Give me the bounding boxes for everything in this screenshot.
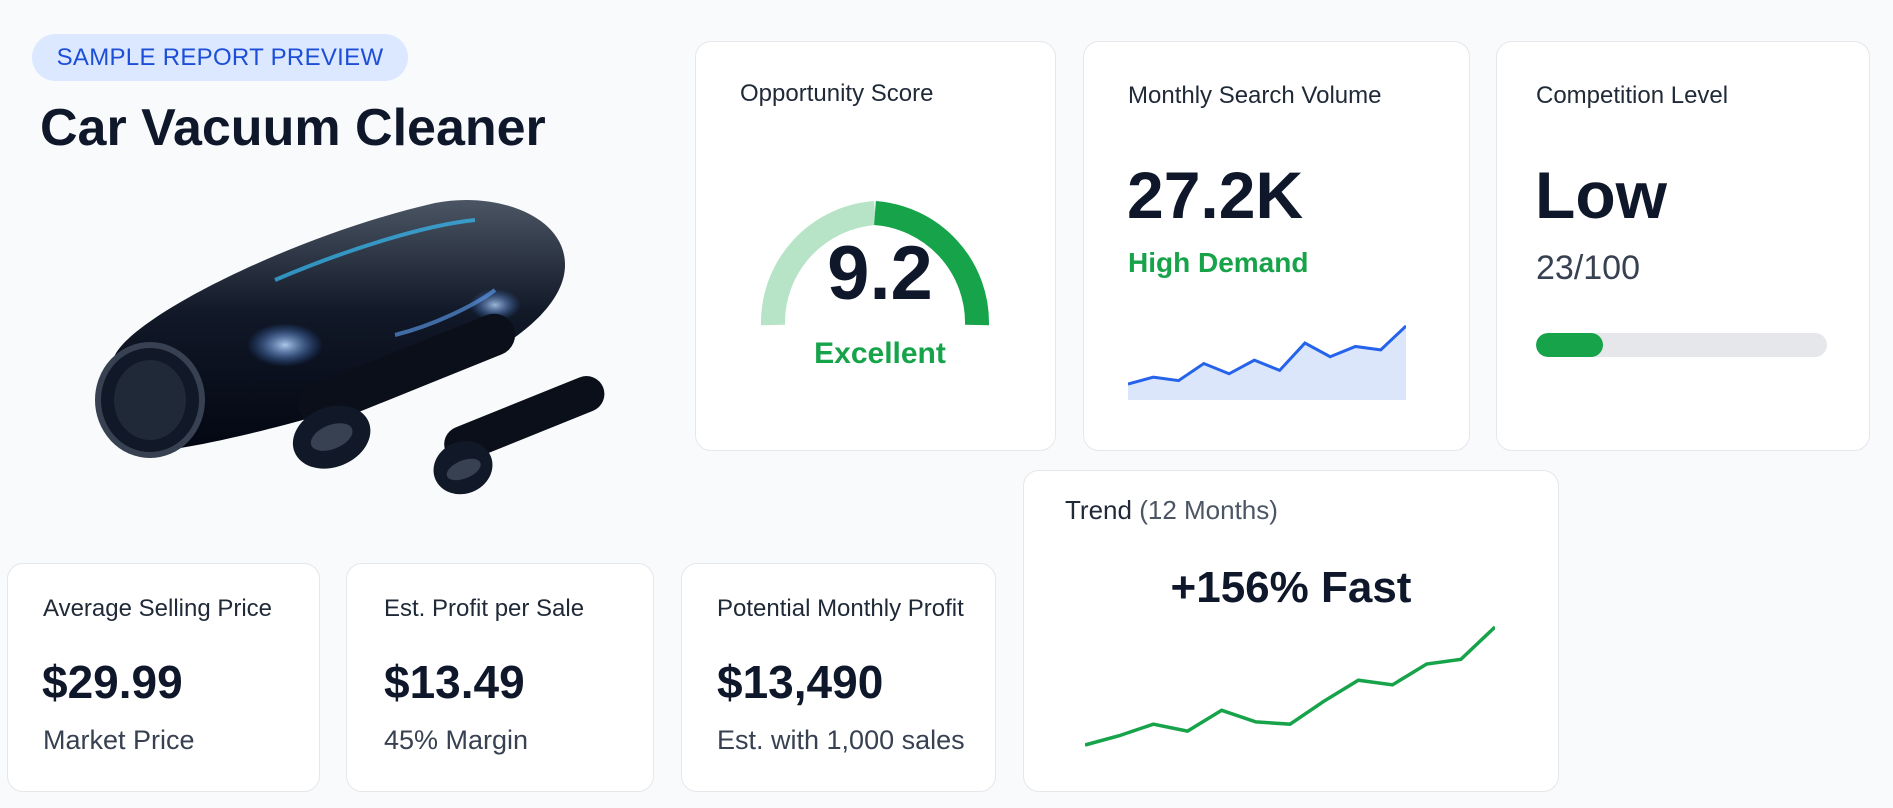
average-selling-price-value: $29.99 — [42, 656, 183, 708]
search-demand-status: High Demand — [1128, 247, 1309, 278]
profit-margin-caption: 45% Margin — [384, 725, 529, 755]
opportunity-rating: Excellent — [814, 337, 946, 370]
trend-line-chart — [1085, 625, 1495, 747]
average-selling-price-label: Average Selling Price — [43, 595, 273, 622]
potential-monthly-profit-label: Potential Monthly Profit — [717, 595, 964, 622]
trend-period: (12 Months) — [1139, 495, 1278, 525]
monthly-profit-caption: Est. with 1,000 sales — [717, 725, 965, 755]
opportunity-score-label: Opportunity Score — [740, 80, 934, 107]
trend-headline: +156% Fast — [1170, 563, 1412, 612]
market-price-caption: Market Price — [43, 725, 195, 755]
monthly-search-volume-value: 27.2K — [1127, 158, 1304, 232]
search-volume-sparkline — [1128, 324, 1406, 400]
potential-monthly-profit-value: $13,490 — [717, 656, 884, 708]
trend-label: Trend — [1065, 495, 1132, 525]
competition-bar — [1536, 333, 1827, 357]
monthly-search-volume-label: Monthly Search Volume — [1128, 82, 1382, 109]
product-title: Car Vacuum Cleaner — [40, 99, 546, 157]
competition-score: 23/100 — [1536, 249, 1640, 287]
potential-monthly-profit-card — [681, 563, 996, 792]
opportunity-score-card — [695, 41, 1056, 451]
profit-per-sale-value: $13.49 — [384, 656, 525, 708]
opportunity-score-value: 9.2 — [827, 231, 933, 316]
trend-heading: Trend (12 Months) — [1065, 495, 1278, 526]
competition-level-label: Competition Level — [1536, 82, 1729, 109]
car-vacuum-product-image — [95, 199, 605, 495]
competition-level-card — [1496, 41, 1870, 451]
profit-per-sale-label: Est. Profit per Sale — [384, 595, 585, 622]
competition-level-value: Low — [1535, 158, 1667, 232]
average-selling-price-card — [7, 563, 320, 792]
sample-report-badge: SAMPLE REPORT PREVIEW — [32, 34, 408, 81]
opportunity-score-gauge — [760, 201, 990, 326]
competition-bar-fill — [1536, 333, 1603, 357]
profit-per-sale-card — [346, 563, 654, 792]
